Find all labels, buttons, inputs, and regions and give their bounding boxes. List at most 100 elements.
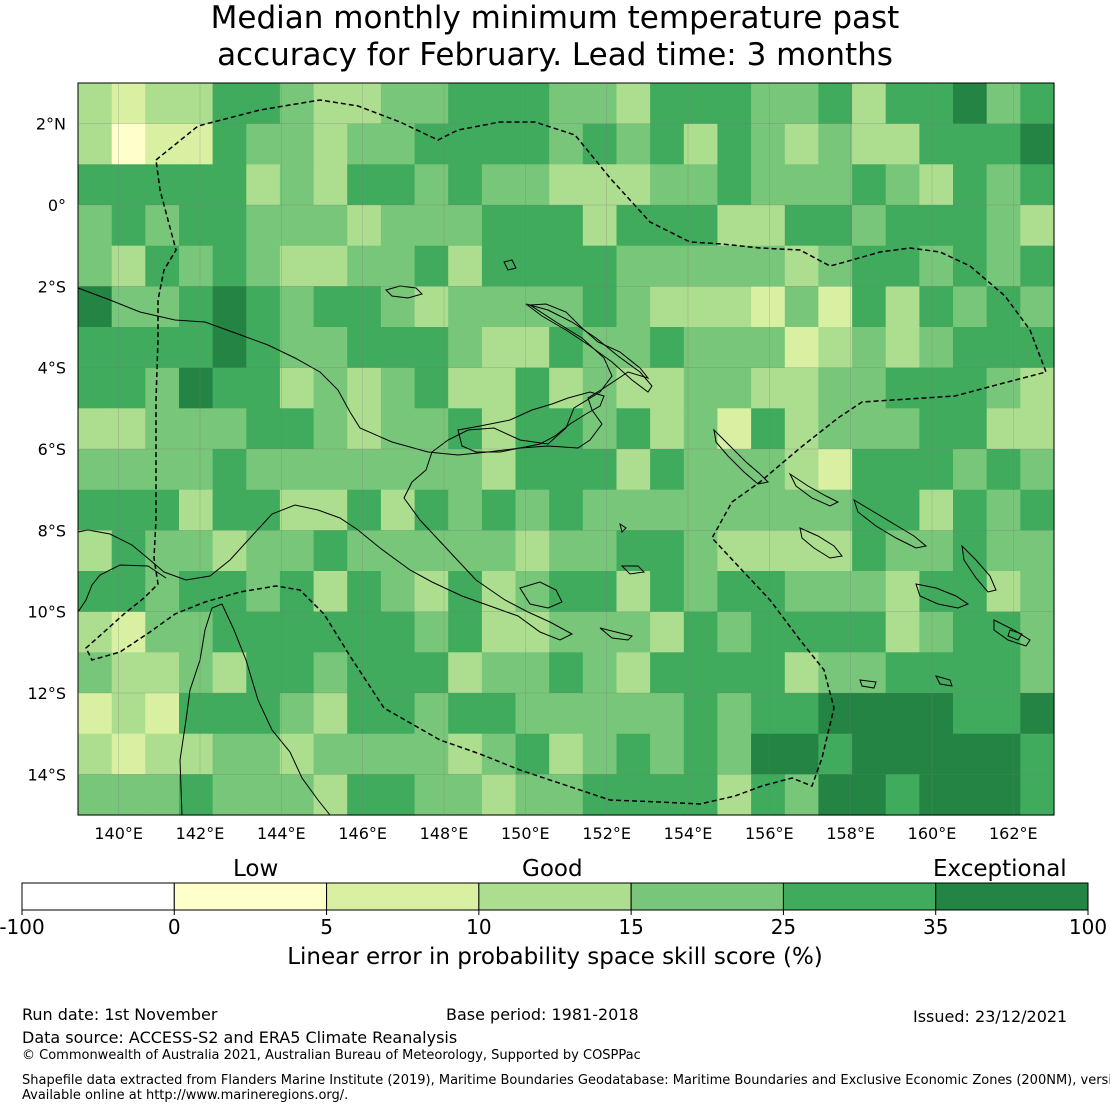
grid-cell: [212, 449, 247, 491]
grid-cell: [1020, 693, 1055, 735]
shapefile-credit-line-1: Shapefile data extracted from Flanders M…: [22, 1073, 1110, 1088]
grid-cell: [852, 83, 887, 125]
grid-cell: [515, 733, 550, 775]
grid-cell: [885, 733, 920, 775]
latitude-label: 6°S: [38, 440, 66, 459]
grid-cell: [78, 367, 113, 409]
grid-cell: [616, 286, 651, 328]
grid-cell: [683, 449, 719, 491]
grid-cell: [717, 123, 752, 165]
colorbar-segment: [21, 882, 175, 911]
grid-cell: [818, 164, 853, 206]
grid-cell: [986, 327, 1021, 369]
grid-cell: [650, 489, 685, 531]
grid-cell: [919, 245, 954, 287]
grid-cell: [246, 652, 281, 694]
grid-cell: [549, 123, 584, 165]
longitude-label: 148°E: [420, 824, 469, 843]
grid-cell: [818, 693, 853, 735]
grid-cell: [515, 164, 550, 206]
grid-cell: [347, 286, 382, 328]
grid-cell: [953, 83, 988, 125]
grid-cell: [919, 652, 954, 694]
grid-cell: [515, 123, 550, 165]
grid-cell: [1020, 205, 1055, 247]
grid-cell: [953, 652, 988, 694]
grid-cell: [313, 164, 348, 206]
grid-cell: [784, 693, 820, 735]
latitude-label: 2°N: [36, 115, 66, 134]
grid-cell: [380, 245, 416, 287]
grid-cell: [784, 123, 820, 165]
grid-cell: [885, 449, 920, 491]
grid-cell: [717, 83, 752, 125]
colorbar-segment: [326, 882, 480, 911]
grid-cell: [549, 164, 584, 206]
grid-cell: [414, 164, 449, 206]
grid-cell: [751, 327, 786, 369]
grid-cell: [683, 611, 719, 653]
grid-cell: [919, 83, 954, 125]
colorbar-tick-label: 100: [1069, 915, 1107, 939]
grid-cell: [650, 408, 685, 450]
grid-cell: [481, 367, 517, 409]
grid-cell: [953, 530, 988, 572]
grid-cell: [818, 123, 853, 165]
grid-cell: [78, 83, 113, 125]
grid-cell: [78, 449, 113, 491]
grid-cell: [919, 774, 954, 816]
grid-cell: [616, 164, 651, 206]
grid-cell: [919, 733, 954, 775]
grid-cell: [279, 205, 315, 247]
grid-cell: [212, 652, 247, 694]
grid-cell: [549, 774, 584, 816]
grid-cell: [582, 571, 618, 613]
grid-cell: [145, 530, 180, 572]
grid-cell: [953, 611, 988, 653]
grid-cell: [1020, 774, 1055, 816]
grid-cell: [179, 733, 214, 775]
grid-cell: [683, 774, 719, 816]
grid-cell: [78, 245, 113, 287]
longitude-label: 150°E: [501, 824, 550, 843]
grid-cell: [279, 245, 315, 287]
grid-cell: [784, 164, 820, 206]
grid-cell: [414, 489, 449, 531]
grid-cell: [380, 449, 416, 491]
grid-cell: [919, 205, 954, 247]
grid-cell: [1020, 245, 1055, 287]
grid-cell: [1020, 489, 1055, 531]
grid-cell: [616, 245, 651, 287]
grid-cell: [986, 571, 1021, 613]
grid-cell: [279, 693, 315, 735]
grid-cell: [616, 408, 651, 450]
grid-cell: [784, 245, 820, 287]
grid-cell: [145, 83, 180, 125]
grid-cell: [246, 449, 281, 491]
grid-cell: [582, 774, 618, 816]
grid-cell: [919, 286, 954, 328]
grid-cell: [212, 367, 247, 409]
grid-cell: [683, 367, 719, 409]
grid-cell: [145, 286, 180, 328]
grid-cell: [852, 164, 887, 206]
grid-cell: [380, 652, 416, 694]
grid-cell: [145, 489, 180, 531]
grid-cell: [784, 774, 820, 816]
grid-cell: [986, 164, 1021, 206]
grid-cell: [448, 449, 483, 491]
grid-cell: [313, 571, 348, 613]
colorbar: [21, 882, 1089, 911]
png-eez-boundary: [85, 99, 1047, 805]
grid-cell: [380, 693, 416, 735]
grid-cell: [717, 774, 752, 816]
grid-cell: [481, 205, 517, 247]
guadalcanal-coast: [915, 583, 970, 609]
grid-cell: [852, 530, 887, 572]
grid-cell: [179, 489, 214, 531]
grid-cell: [852, 327, 887, 369]
grid-cell: [179, 530, 214, 572]
grid-cell: [616, 123, 651, 165]
latitude-label: 0°: [48, 196, 66, 215]
grid-cell: [683, 83, 719, 125]
